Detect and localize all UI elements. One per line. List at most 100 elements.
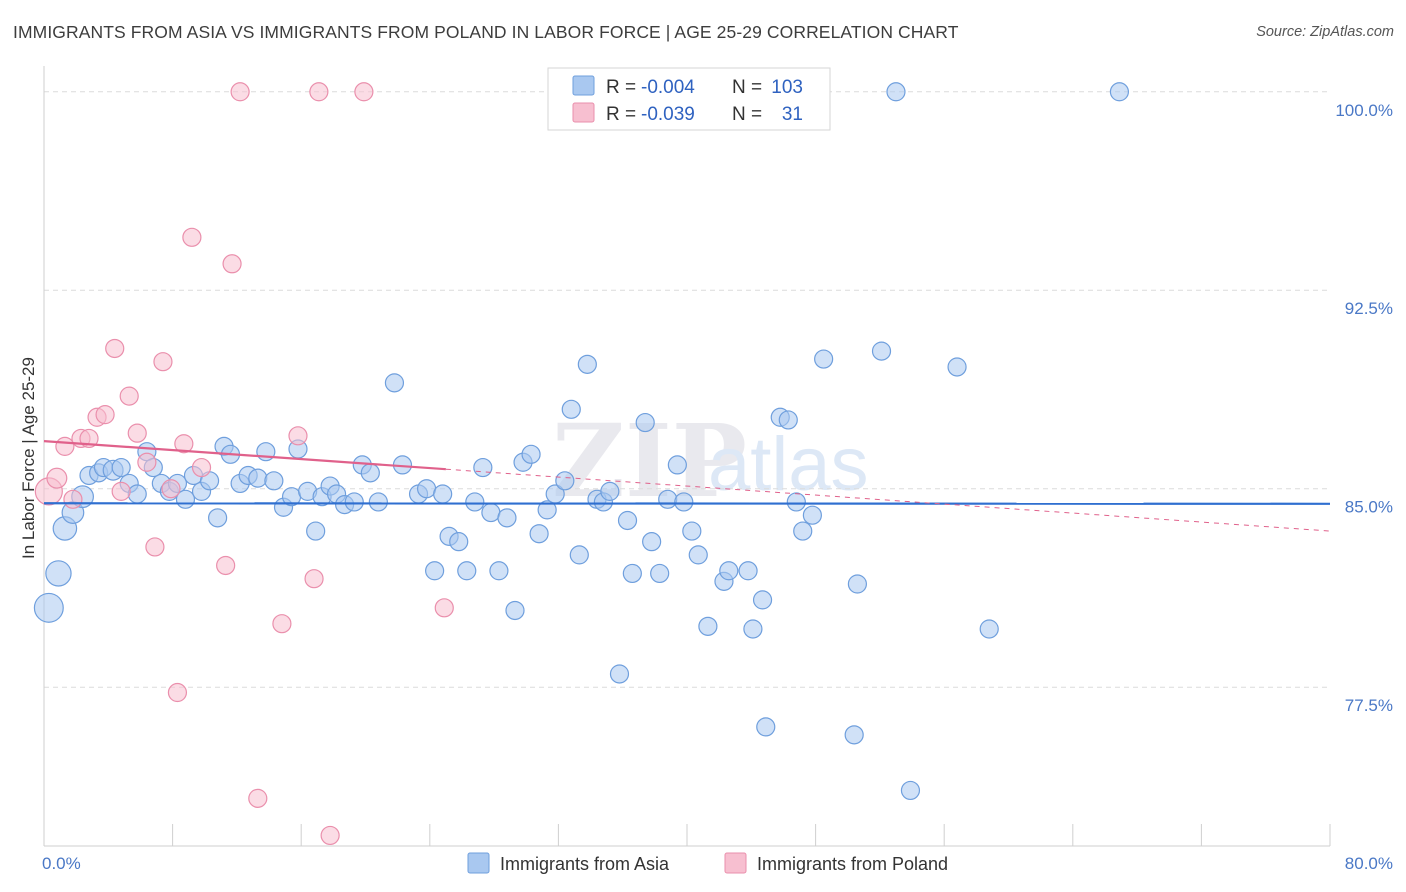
- point-poland: [182, 227, 202, 247]
- bottom-legend-swatch-poland: [724, 852, 747, 874]
- data-points: [33, 82, 1130, 846]
- point-asia: [537, 500, 557, 520]
- y-axis-label: In Labor Force | Age 25-29: [19, 357, 38, 559]
- legend-r-label-poland: R =: [606, 104, 636, 125]
- point-poland: [288, 426, 308, 446]
- point-asia: [344, 492, 364, 512]
- point-asia: [752, 590, 773, 610]
- point-asia: [844, 725, 864, 745]
- point-poland: [119, 386, 139, 406]
- point-asia: [698, 616, 718, 636]
- legend-n-value-poland: 31: [782, 104, 803, 125]
- point-asia: [756, 717, 776, 737]
- point-poland: [145, 537, 165, 557]
- point-asia: [738, 561, 758, 581]
- point-asia: [577, 354, 597, 374]
- point-asia: [667, 455, 687, 475]
- point-asia: [947, 357, 967, 377]
- x-tick-labels: 0.0% 80.0%: [42, 854, 1393, 873]
- point-asia: [457, 561, 477, 581]
- point-asia: [264, 471, 284, 491]
- legend-box: [547, 67, 831, 131]
- point-asia: [489, 561, 509, 581]
- legend-n-value-asia: 103: [771, 77, 803, 98]
- point-asia: [569, 545, 589, 565]
- point-asia: [208, 508, 228, 528]
- point-asia: [617, 510, 638, 531]
- point-poland: [272, 614, 292, 634]
- point-asia: [368, 492, 388, 512]
- point-poland: [230, 82, 250, 102]
- point-poland: [354, 82, 374, 102]
- point-poland: [55, 436, 75, 456]
- point-asia: [622, 563, 642, 584]
- point-poland: [216, 555, 236, 576]
- y-tick-label: 85.0%: [1345, 498, 1393, 517]
- point-asia: [529, 524, 549, 544]
- point-poland: [248, 788, 268, 808]
- point-poland: [320, 825, 340, 846]
- y-tick-label: 77.5%: [1345, 696, 1393, 715]
- point-asia: [45, 560, 72, 587]
- point-poland: [167, 682, 188, 703]
- legend-n-label-asia: N =: [732, 77, 762, 98]
- point-asia: [793, 521, 813, 541]
- point-poland: [304, 569, 324, 589]
- point-asia: [682, 521, 702, 541]
- point-asia: [555, 471, 575, 491]
- point-asia: [650, 563, 670, 584]
- point-poland: [191, 457, 212, 478]
- point-asia: [871, 341, 892, 361]
- y-tick-labels: 77.5% 85.0% 92.5% 100.0%: [1335, 101, 1393, 715]
- point-asia: [360, 463, 380, 483]
- trend-lines: [43, 439, 1331, 532]
- y-tick-label: 92.5%: [1345, 299, 1393, 318]
- bottom-legend-label-poland: Immigrants from Poland: [757, 854, 948, 874]
- point-asia: [306, 521, 326, 541]
- watermark-atlas: atlas: [708, 422, 869, 507]
- trend-line-asia: [43, 502, 1331, 505]
- point-asia: [719, 561, 739, 581]
- legend-n-label-poland: N =: [732, 104, 762, 125]
- point-asia: [814, 349, 834, 369]
- point-poland: [46, 467, 68, 489]
- point-poland: [161, 479, 181, 499]
- point-asia: [778, 410, 798, 430]
- point-asia: [658, 489, 678, 509]
- point-poland: [105, 338, 125, 359]
- point-poland: [137, 452, 157, 472]
- point-asia: [481, 502, 501, 523]
- point-asia: [979, 619, 999, 639]
- point-poland: [63, 489, 83, 509]
- point-poland: [434, 598, 454, 618]
- chart-title: IMMIGRANTS FROM ASIA VS IMMIGRANTS FROM …: [13, 22, 959, 42]
- point-asia: [847, 574, 867, 594]
- point-asia: [384, 373, 405, 393]
- point-asia: [609, 664, 630, 684]
- point-asia: [674, 492, 694, 512]
- point-asia: [1109, 82, 1130, 102]
- point-poland: [222, 254, 242, 274]
- x-tick-label: 0.0%: [42, 854, 81, 873]
- point-poland: [127, 423, 147, 443]
- point-asia: [33, 592, 64, 623]
- trend-line-poland: [43, 439, 446, 471]
- point-poland: [153, 352, 173, 372]
- legend-r-label-asia: R =: [606, 77, 636, 98]
- point-asia: [561, 399, 581, 419]
- point-poland: [111, 481, 131, 501]
- gridlines: [44, 91, 1330, 688]
- point-asia: [433, 484, 453, 504]
- point-asia: [802, 505, 822, 525]
- point-asia: [743, 619, 763, 639]
- point-asia: [600, 481, 620, 501]
- point-asia: [900, 780, 921, 801]
- point-asia: [449, 532, 469, 552]
- legend-swatch-asia: [572, 75, 595, 96]
- point-asia: [786, 492, 806, 512]
- point-asia: [635, 412, 655, 433]
- y-tick-label: 100.0%: [1335, 101, 1393, 120]
- point-asia: [416, 479, 437, 499]
- x-tick-label: 80.0%: [1345, 854, 1393, 873]
